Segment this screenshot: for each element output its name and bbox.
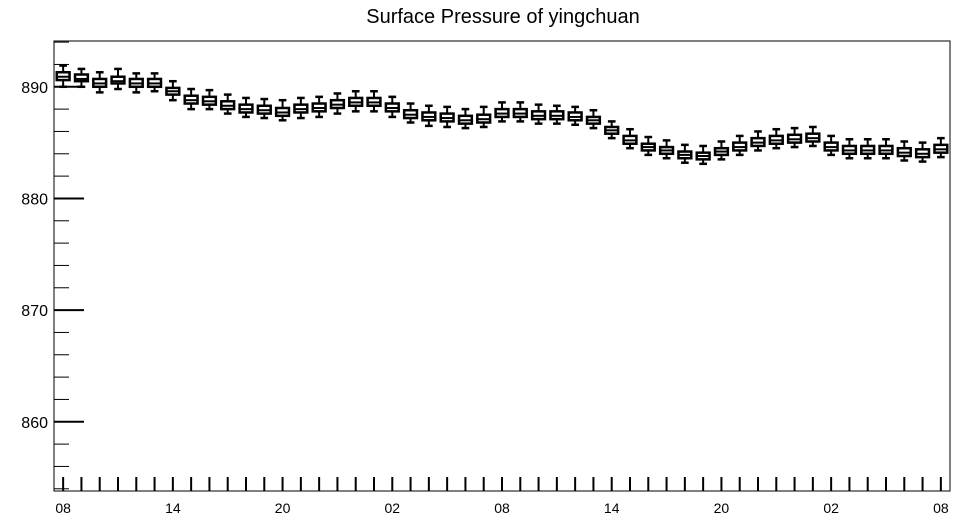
x-axis: 08 14 20 02 08 14 20 02 08 xyxy=(55,477,949,516)
x-tick-label: 02 xyxy=(384,500,400,516)
x-tick-label: 14 xyxy=(604,500,620,516)
y-tick-label: 890 xyxy=(21,80,48,97)
box-plot xyxy=(860,138,876,160)
box-plot xyxy=(549,104,565,125)
y-tick-label: 860 xyxy=(21,415,48,432)
box-plot xyxy=(366,89,382,113)
x-tick-label: 02 xyxy=(823,500,839,516)
box-plot xyxy=(146,72,163,93)
box-series xyxy=(55,64,949,166)
box-plot xyxy=(677,143,693,164)
box-plot xyxy=(55,64,71,89)
box-plot xyxy=(439,105,455,129)
box-plot xyxy=(421,104,437,128)
x-tick-label: 08 xyxy=(933,500,949,516)
box-plot xyxy=(201,88,218,111)
box-plot xyxy=(786,126,803,149)
box-plot xyxy=(530,103,547,125)
box-plot xyxy=(274,98,291,122)
box-plot xyxy=(348,89,364,113)
box-plot xyxy=(238,96,254,119)
box-plot xyxy=(823,134,839,157)
box-plot xyxy=(604,120,620,140)
x-tick-label: 08 xyxy=(55,500,71,516)
box-plot xyxy=(841,138,858,160)
box-plot xyxy=(640,135,656,157)
box-plot xyxy=(732,134,748,157)
box-plot xyxy=(713,140,730,161)
chart-title: Surface Pressure of yingchuan xyxy=(366,6,640,28)
box-plot xyxy=(658,139,675,160)
box-plot xyxy=(585,108,602,130)
box-plot xyxy=(878,138,894,160)
y-axis: 860 870 880 890 xyxy=(21,41,84,490)
box-plot xyxy=(512,101,528,123)
box-plot xyxy=(805,125,821,148)
y-tick-label: 870 xyxy=(21,303,48,320)
iqr-box xyxy=(73,73,90,83)
x-tick-label: 14 xyxy=(165,500,181,516)
box-plot xyxy=(293,96,309,120)
box-plot xyxy=(896,140,912,162)
box-plot xyxy=(329,92,346,115)
box-plot xyxy=(128,72,144,94)
box-plot xyxy=(695,144,711,166)
box-plot xyxy=(110,67,126,91)
box-plot xyxy=(183,87,199,111)
box-plot xyxy=(750,130,766,152)
x-tick-label: 08 xyxy=(494,500,510,516)
box-plot xyxy=(567,105,583,126)
box-plot xyxy=(476,105,492,129)
box-plot xyxy=(384,95,400,119)
box-plot xyxy=(256,97,272,120)
box-plot xyxy=(914,141,931,163)
box-plot xyxy=(933,136,949,159)
box-plot xyxy=(768,127,784,150)
y-tick-label: 880 xyxy=(21,191,48,208)
box-plot xyxy=(622,127,638,150)
x-tick-label: 20 xyxy=(714,500,730,516)
box-plot xyxy=(92,71,108,94)
box-plot xyxy=(402,102,419,124)
box-plot xyxy=(311,95,327,119)
box-plot xyxy=(220,93,236,115)
box-plot xyxy=(457,107,474,130)
box-plot xyxy=(73,67,90,89)
x-tick-label: 20 xyxy=(275,500,291,516)
box-plot xyxy=(165,79,181,102)
box-plot xyxy=(494,101,510,123)
iqr-box xyxy=(110,75,126,85)
